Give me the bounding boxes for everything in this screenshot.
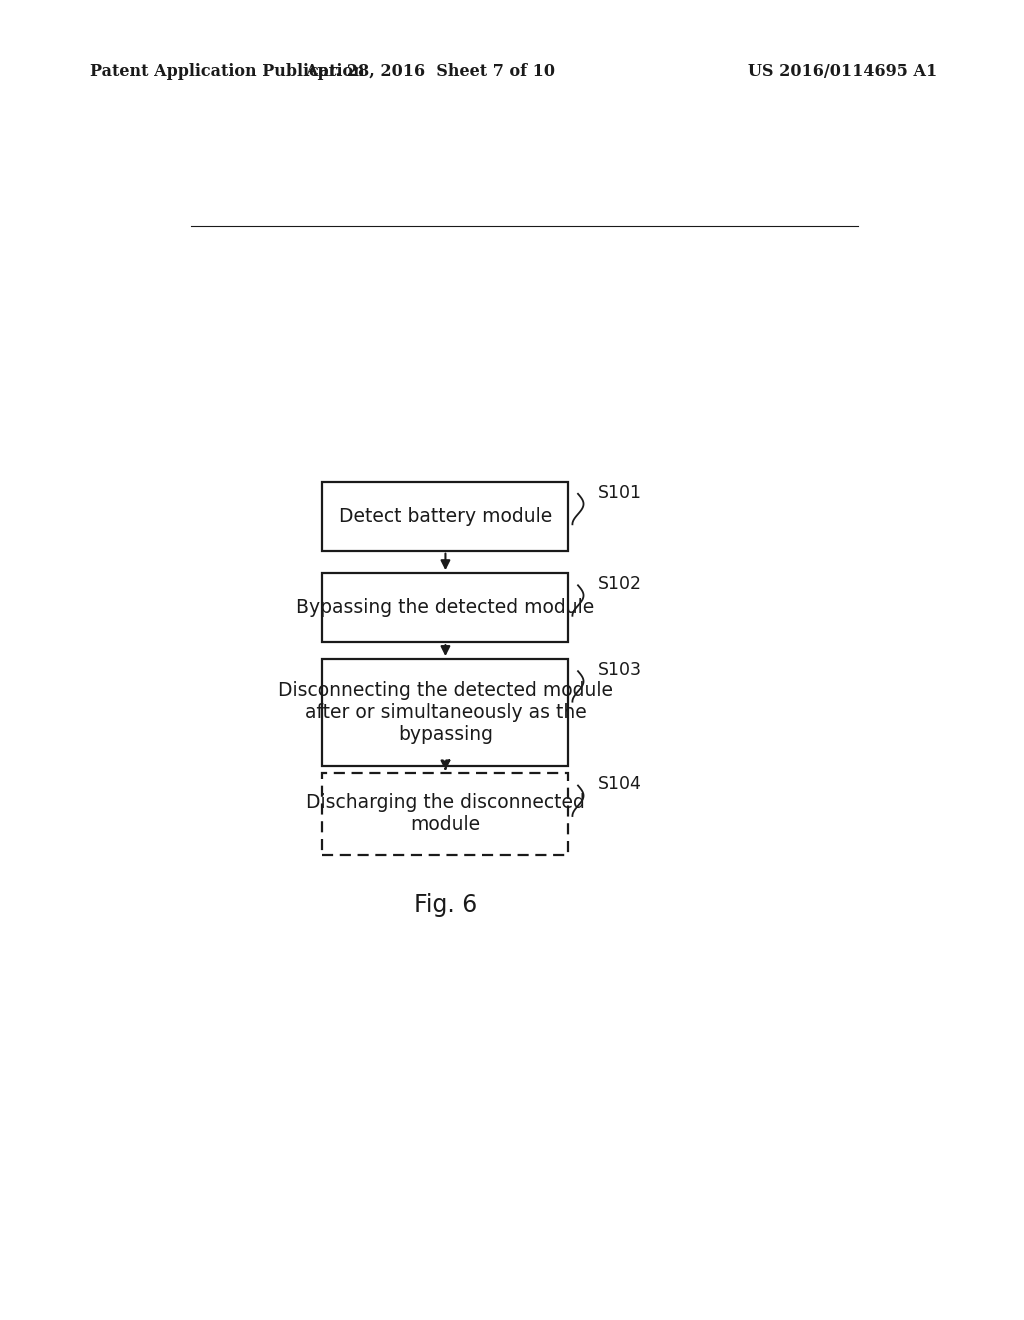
Bar	[323, 659, 568, 766]
Text: Disconnecting the detected module
after or simultaneously as the
bypassing: Disconnecting the detected module after …	[278, 681, 613, 744]
Text: Fig. 6: Fig. 6	[414, 894, 477, 917]
Text: US 2016/0114695 A1: US 2016/0114695 A1	[748, 63, 937, 81]
Bar	[323, 573, 568, 643]
Text: S101: S101	[598, 483, 642, 502]
Text: Patent Application Publication: Patent Application Publication	[90, 63, 365, 81]
Text: S102: S102	[598, 576, 642, 593]
Text: S103: S103	[598, 661, 642, 678]
Text: Bypassing the detected module: Bypassing the detected module	[296, 598, 595, 618]
Text: Detect battery module: Detect battery module	[339, 507, 552, 525]
Text: Discharging the disconnected
module: Discharging the disconnected module	[306, 793, 585, 834]
Bar	[323, 482, 568, 550]
Text: Apr. 28, 2016  Sheet 7 of 10: Apr. 28, 2016 Sheet 7 of 10	[305, 63, 555, 81]
Text: S104: S104	[598, 775, 642, 793]
Bar	[323, 774, 568, 854]
